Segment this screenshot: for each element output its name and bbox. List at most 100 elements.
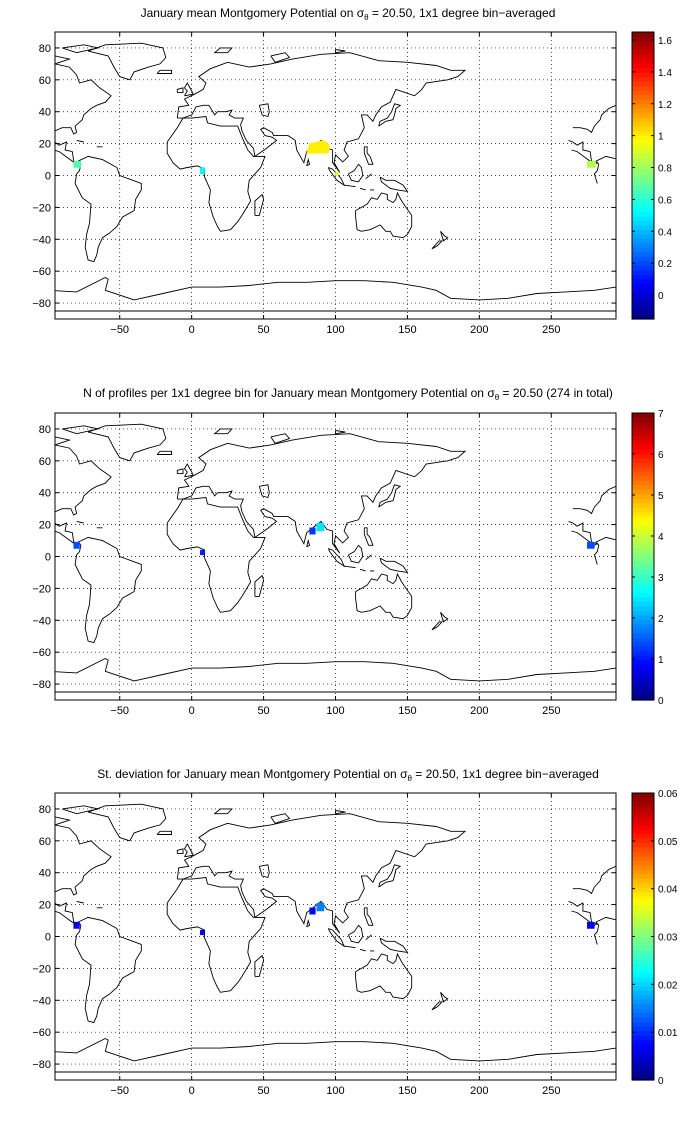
coastline (595, 916, 616, 923)
colorbar-segment (632, 677, 654, 683)
colorbar-segment (632, 265, 654, 271)
x-tick-label: 250 (542, 324, 560, 336)
colorbar-segment (632, 278, 654, 284)
title-sigma: σ (487, 386, 495, 400)
colorbar-tick-label: 0 (658, 696, 664, 707)
colorbar-segment (632, 896, 654, 902)
colorbar-segment (632, 493, 654, 499)
colorbar-segment (632, 806, 654, 812)
colorbar-segment (632, 283, 654, 289)
colorbar-segment (632, 873, 654, 879)
colorbar-segment (632, 596, 654, 602)
colorbar-segment (632, 574, 654, 580)
coastline (440, 991, 449, 1003)
colorbar-tick-label: 1.4 (658, 68, 672, 79)
colorbar-segment (632, 565, 654, 571)
x-tick-label: 0 (189, 324, 195, 336)
colorbar-tick-label: 0.06 (658, 789, 678, 800)
title-text: = 20.50, 1x1 degree bin−averaged (411, 767, 599, 781)
colorbar-segment (632, 583, 654, 589)
colorbar-tick-label: 0.6 (658, 195, 672, 206)
colorbar-segment (632, 815, 654, 821)
colorbar-tick-label: 5 (658, 491, 664, 502)
data-cell (73, 160, 82, 168)
data-cell (200, 167, 205, 175)
colorbar-segment (632, 188, 654, 195)
colorbar-segment (632, 994, 654, 1000)
colorbar-tick-label: 0.01 (658, 1028, 678, 1039)
coastline (254, 574, 265, 597)
colorbar-segment (632, 251, 654, 257)
colorbar-segment (632, 462, 654, 468)
y-tick-label: 20 (39, 520, 51, 532)
coastline (270, 52, 291, 63)
colorbar-segment (632, 891, 654, 897)
coastlines (55, 803, 616, 1073)
colorbar-tick-label: 0.8 (658, 164, 672, 175)
colorbar-segment (632, 220, 654, 226)
colorbar-segment (632, 664, 654, 670)
colorbar-segment (632, 619, 654, 625)
colorbar-segment (632, 430, 654, 437)
colorbar-segment (632, 927, 654, 933)
title-subscript: θ (494, 393, 500, 402)
data-cell (586, 541, 595, 549)
coastline (568, 900, 599, 926)
colorbar-segment (632, 1021, 654, 1027)
data-cell (316, 902, 325, 912)
colorbar-tick-label: 2 (658, 614, 664, 625)
colorbar-segment (632, 1012, 654, 1018)
y-tick-label: −80 (32, 679, 51, 691)
coastlines (55, 42, 616, 312)
colorbar-segment (632, 905, 654, 911)
coastline (76, 139, 84, 143)
colorbar-segment (632, 179, 654, 186)
colorbar-segment (632, 949, 654, 956)
colorbar-segment (632, 296, 654, 302)
colorbar-segment (632, 108, 654, 114)
colorbar-segment (632, 801, 654, 808)
coastline (593, 921, 600, 945)
colorbar-segment (632, 797, 654, 803)
colorbar-segment (632, 103, 654, 109)
colorbar-segment (632, 655, 654, 661)
coastline (74, 916, 142, 1024)
colorbar-segment (632, 520, 654, 526)
colorbar-segment (632, 842, 654, 848)
data-cell (73, 921, 80, 929)
coastline (62, 44, 99, 54)
y-tick-label: 60 (39, 836, 51, 848)
coastline (74, 536, 142, 644)
colorbar-segment (632, 498, 654, 504)
coastline (55, 276, 616, 312)
coastline (176, 848, 184, 855)
colorbar-segment (632, 117, 654, 123)
colorbar-segment (632, 819, 654, 825)
coastline (335, 430, 346, 435)
coastline (87, 803, 167, 842)
colorbar-segment (632, 824, 654, 830)
colorbar-segment (632, 833, 654, 839)
coastline (166, 497, 266, 613)
colorbar-segment (632, 936, 654, 942)
colorbar-segment (632, 421, 654, 428)
colorbar-segment (632, 215, 654, 221)
y-tick-label: 0 (45, 932, 51, 944)
colorbar-segment (632, 502, 654, 508)
x-tick-label: 0 (189, 1085, 195, 1097)
colorbar-segment (632, 90, 654, 96)
coastline (359, 948, 366, 952)
colorbar-tick-label: 1 (658, 655, 664, 666)
coastline (593, 160, 600, 184)
x-tick-label: 150 (398, 1085, 416, 1097)
colorbar-segment (632, 171, 654, 177)
colorbar-segment (632, 686, 654, 692)
colorbar-segment (632, 36, 654, 42)
colorbar-segment (632, 287, 654, 293)
coastline (156, 69, 172, 74)
y-tick-label: 80 (39, 43, 51, 55)
colorbar-tick-label: 0.05 (658, 837, 678, 848)
coastline (306, 918, 311, 928)
